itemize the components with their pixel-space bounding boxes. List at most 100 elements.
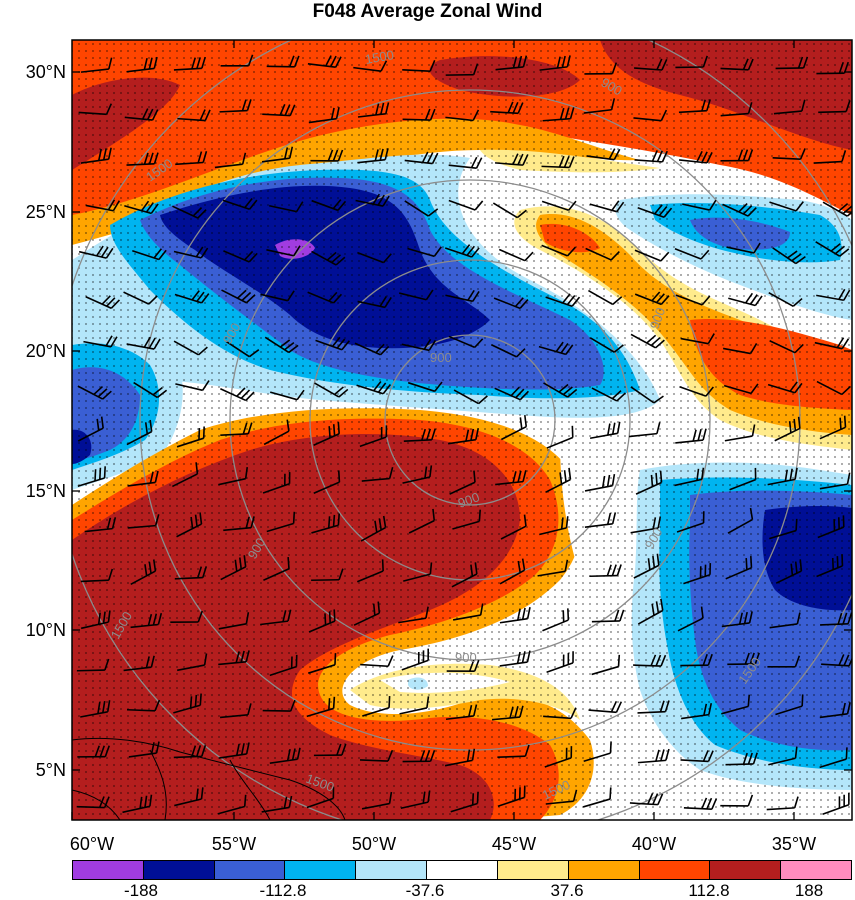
wind-barb: [173, 56, 206, 71]
wind-barb: [80, 568, 114, 583]
wind-barb: [362, 696, 391, 717]
wind-barb: [399, 289, 434, 301]
wind-barb: [589, 200, 625, 213]
wind-barb: [266, 55, 300, 68]
wind-barb: [723, 383, 759, 395]
colorbar-label: -37.6: [405, 881, 445, 900]
wind-barb: [404, 200, 439, 217]
wind-barb: [819, 472, 851, 490]
wind-barb: [543, 707, 577, 720]
wind-barb: [448, 199, 484, 211]
wind-barb: [445, 63, 479, 76]
wind-barb: [545, 293, 581, 307]
wind-barb: [495, 55, 528, 71]
wind-barb: [683, 797, 718, 811]
wind-barb: [539, 516, 569, 536]
lon-label-40w: 40°W: [631, 834, 677, 854]
wind-barb: [315, 336, 350, 351]
wind-barb: [308, 653, 337, 674]
wind-barb: [494, 153, 529, 166]
wind-barb: [353, 60, 388, 72]
wind-barb: [539, 55, 571, 71]
contour-label: 900: [430, 350, 452, 365]
wind-barb: [173, 744, 207, 759]
wind-barb: [767, 655, 801, 668]
wind-barb: [444, 244, 480, 258]
wind-barb: [403, 562, 433, 582]
wind-barb: [584, 62, 618, 75]
wind-barb: [721, 611, 753, 628]
wind-barb: [773, 99, 806, 115]
wind-barb: [176, 512, 203, 538]
wind-barb: [77, 466, 106, 487]
wind-barb: [538, 341, 574, 356]
wind-barb: [401, 338, 437, 352]
wind-barb: [775, 56, 809, 70]
wind-barb: [361, 791, 393, 810]
wind-barb: [77, 385, 112, 400]
wind-barb: [220, 387, 255, 402]
wind-barb: [680, 750, 714, 763]
coastlines: [72, 737, 346, 820]
wind-barb: [357, 295, 392, 309]
wind-barb: [635, 470, 663, 495]
wind-barb: [448, 428, 480, 445]
wind-barb: [262, 699, 296, 712]
wind-barb: [307, 55, 342, 69]
wind-barb: [633, 654, 667, 667]
wind-barb: [123, 655, 155, 672]
wind-barb: [218, 742, 250, 759]
wind-barb: [80, 147, 112, 164]
wind-barb: [223, 516, 255, 532]
wind-barb: [175, 380, 210, 392]
wind-barb: [680, 653, 713, 667]
wind-barb: [308, 107, 340, 124]
colorbar-label: 188: [794, 881, 824, 900]
wind-barb: [175, 151, 208, 166]
colorbar-swatch: [285, 861, 357, 879]
wind-barb: [404, 151, 439, 165]
wind-barb: [630, 516, 662, 534]
wind-barb: [77, 745, 110, 758]
wind-barb: [767, 467, 798, 486]
wind-barb: [359, 425, 388, 448]
wind-barb: [402, 465, 433, 484]
wind-barb: [122, 794, 153, 814]
wind-barb: [444, 748, 476, 767]
wind-barb: [497, 744, 530, 759]
wind-barb: [545, 789, 578, 805]
wind-barb: [634, 291, 670, 306]
wind-barb: [308, 609, 336, 633]
wind-barb: [130, 559, 157, 586]
wind-barb: [584, 473, 616, 492]
wind-barb: [221, 289, 256, 304]
wind-barb: [774, 416, 801, 442]
wind-barb: [83, 335, 118, 348]
wind-barb: [589, 564, 622, 578]
wind-barb: [220, 422, 253, 436]
lon-label-45w: 45°W: [491, 834, 537, 854]
wind-barb: [311, 250, 346, 266]
colorbar-swatch: [143, 861, 215, 879]
wind-barb: [725, 752, 758, 766]
wind-barb: [637, 700, 670, 714]
wind-barb: [313, 743, 347, 757]
lat-label-30n: 30°N: [25, 62, 66, 82]
wind-barb: [820, 612, 852, 626]
wind-barb: [311, 199, 347, 212]
wind-barb: [722, 343, 758, 355]
wind-barb: [766, 796, 799, 811]
wind-barb: [174, 566, 208, 580]
colorbar-swatch: [639, 861, 711, 879]
colorbar-swatch: [73, 861, 144, 879]
wind-barb: [174, 290, 210, 304]
wind-barb: [769, 518, 798, 540]
wind-barb: [408, 508, 436, 534]
wind-barb: [127, 470, 159, 487]
wind-barb: [816, 288, 851, 302]
wind-barb: [769, 339, 804, 354]
wind-barb: [448, 156, 483, 170]
wind-barb: [633, 58, 668, 71]
lon-label-60w: 60°W: [69, 834, 115, 854]
axis-ticks: [71, 40, 852, 820]
